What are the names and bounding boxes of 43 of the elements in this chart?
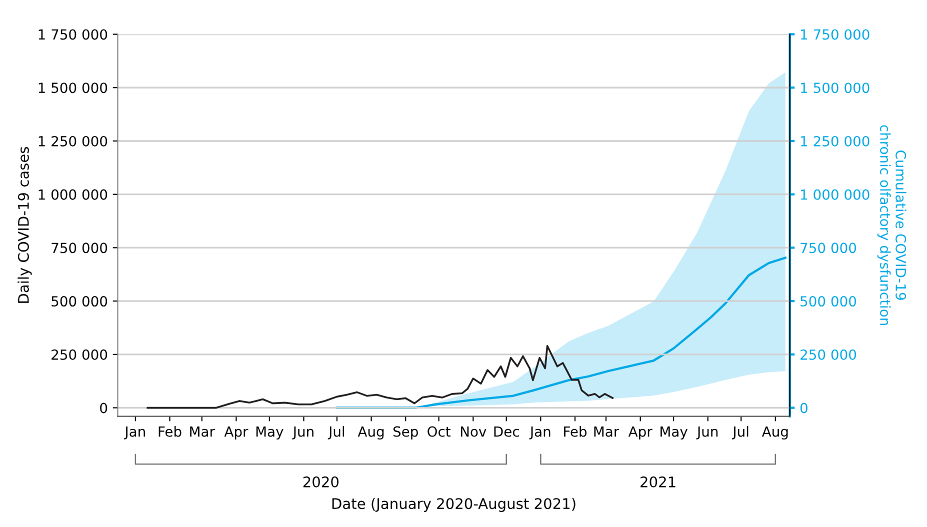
y-tick-label: 1 500 000	[38, 82, 108, 94]
y-tick-label: 750 000	[52, 242, 108, 254]
x-tick-label: Aug	[358, 426, 384, 440]
y2-tick-label: 1 750 000	[801, 29, 870, 40]
x-tick-label: Nov	[460, 426, 486, 437]
line-series	[146, 344, 614, 409]
x-tick-label: May	[660, 426, 688, 440]
y-tick-label: 1 750 000	[38, 29, 108, 40]
y2-tick-label: 250 000	[800, 349, 856, 360]
y-tick-label: 1 250 000	[38, 136, 108, 146]
x-tick-label: Jan	[124, 426, 145, 440]
x-tick-label: Feb	[158, 426, 182, 437]
x-axis-title: Date (January 2020-August 2021)	[332, 498, 576, 512]
x-tick-label: Oct	[428, 426, 450, 437]
y-tick-label: 0	[100, 402, 108, 414]
y-tick-label: 1 000 000	[38, 189, 108, 200]
y2-tick-label: 500 000	[800, 296, 856, 307]
y2-tick-label: 0	[800, 402, 808, 414]
x-tick-label: Apr	[224, 426, 248, 440]
x-tick-label: Aug	[762, 426, 788, 440]
y2-tick-label: 1 000 000	[801, 189, 870, 200]
x-tick-label: Apr	[628, 426, 652, 440]
y-tick-label: 500 000	[52, 296, 108, 307]
x-tick-label: May	[256, 426, 284, 440]
y2-tick-label: 750 000	[800, 242, 856, 254]
y2-tick-label: 1 500 000	[801, 82, 870, 94]
y-axis-title: Daily COVID-19 cases	[18, 146, 32, 303]
x-tick-label: Mar	[594, 426, 620, 437]
text: 2021	[640, 476, 676, 488]
x-tick-label: Dec	[494, 426, 519, 437]
x-tick-label: Jun	[292, 426, 314, 440]
text: 2020	[303, 476, 338, 488]
x-tick-label: Mar	[190, 426, 215, 437]
x-tick-label: Jul	[732, 426, 748, 440]
y-tick-label: 250 000	[52, 349, 108, 360]
x-tick-label: Feb	[564, 426, 587, 437]
line-series	[336, 256, 786, 409]
x-tick-label: Jan	[529, 426, 550, 440]
x-tick-label: Jul	[328, 426, 344, 440]
y2-axis-title: Cumulative COVID-19 chronic olfactory dysfunction	[877, 125, 906, 325]
y2-tick-label: 1 250 000	[801, 136, 870, 146]
x-tick-label: Jun	[696, 426, 718, 440]
x-tick-label: Sep	[393, 426, 418, 440]
